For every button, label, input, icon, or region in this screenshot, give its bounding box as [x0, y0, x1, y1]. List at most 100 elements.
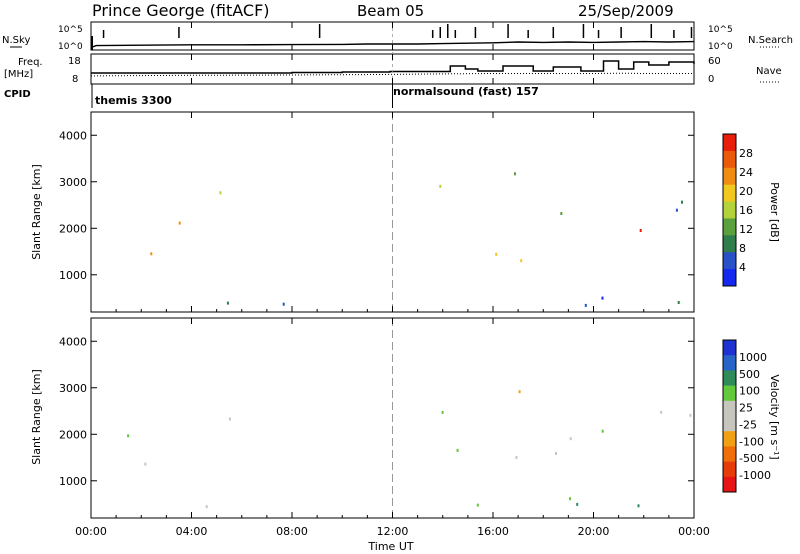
freq-tick-top: 18 [68, 56, 81, 67]
nave-series-line [91, 60, 695, 74]
velocity-colorbar-swatch [723, 355, 736, 371]
nsearch-label: N.Search [748, 35, 793, 46]
nave-tick-bottom: 0 [708, 74, 714, 85]
range-cell [178, 221, 181, 225]
velocity-scatter [127, 390, 692, 509]
velocity-colorbar-swatch [723, 400, 736, 417]
velocity-colorbar-swatch [723, 431, 736, 447]
range-cell [441, 410, 444, 414]
x-axis-label: Time UT [367, 540, 413, 553]
velocity-colorbar-swatch [723, 461, 736, 478]
range-cell [681, 200, 683, 204]
power-colorbar-swatch [723, 150, 736, 169]
y-tick-label: 4000 [59, 335, 87, 348]
power-colorbar-swatch [723, 269, 736, 287]
velocity-colorbar-tick-label: -500 [739, 452, 764, 465]
range-cell [219, 191, 222, 195]
y-tick-label: 3000 [59, 176, 87, 189]
y-tick-label: 2000 [59, 222, 87, 235]
power-colorbar-swatch [723, 167, 736, 186]
range-cell [601, 296, 604, 300]
freq-tick-bottom: 8 [72, 74, 78, 85]
station-title: Prince George (fitACF) [92, 1, 270, 20]
x-tick-label: 04:00 [176, 525, 208, 538]
y-tick-label: 3000 [59, 382, 87, 395]
range-cell [282, 302, 285, 306]
range-cell [439, 184, 442, 188]
nsearch-tick-bottom: 10^0 [708, 42, 733, 52]
range-cell [569, 497, 571, 501]
range-cell [677, 301, 680, 304]
velocity-colorbar-swatch [723, 385, 736, 402]
power-colorbar-frame [722, 133, 737, 287]
range-cell [456, 448, 459, 452]
date-title: 25/Sep/2009 [578, 2, 674, 20]
nave-label: Nave [756, 66, 782, 77]
range-cell [476, 503, 479, 507]
range-cell [660, 410, 663, 414]
freq-unit: [MHz] [4, 69, 33, 80]
power-colorbar-swatch [723, 134, 736, 152]
range-cell [584, 303, 587, 307]
range-cell [495, 252, 498, 256]
beam-title: Beam 05 [357, 2, 424, 20]
range-cell [689, 413, 692, 417]
range-cell [226, 301, 229, 305]
range-cell [514, 172, 516, 176]
velocity-colorbar-swatch [723, 340, 736, 356]
velocity-colorbar-frame [722, 339, 737, 493]
range-cell [576, 502, 579, 506]
y-tick-label: 1000 [59, 269, 87, 282]
cpid-segment-2: normalsound (fast) 157 [393, 85, 539, 98]
range-cell [569, 437, 572, 441]
y-tick-label: 2000 [59, 428, 87, 441]
range-cell [555, 452, 557, 455]
y-tick-label: 1000 [59, 475, 87, 488]
nave-tick-top: 60 [708, 56, 721, 67]
range-cell [127, 434, 130, 438]
power-ylabel: Slant Range [km] [30, 164, 43, 260]
nsky-tick-bottom: 10^0 [58, 42, 83, 52]
power-colorbar-swatch [723, 218, 736, 236]
range-cell [639, 229, 642, 232]
velocity-colorbar-swatch [723, 370, 736, 387]
velocity-colorbar-swatch [723, 416, 736, 432]
velocity-colorbar-tick-label: -100 [739, 435, 764, 448]
range-cell [637, 504, 640, 508]
power-colorbar-tick-label: 24 [739, 166, 753, 179]
velocity-colorbar-tick-label: -1000 [739, 469, 771, 482]
velocity-colorbar-swatch [723, 476, 736, 493]
power-colorbar-swatch [723, 184, 736, 203]
range-cell [518, 390, 521, 394]
power-colorbar-tick-label: 16 [739, 204, 753, 217]
range-cell [144, 462, 147, 466]
freq-label: Freq. [18, 57, 43, 68]
velocity-colorbar-tick-label: -25 [739, 418, 757, 431]
power-colorbar-tick-label: 20 [739, 185, 753, 198]
power-colorbar-swatch [723, 252, 736, 270]
velocity-colorbar-swatch [723, 446, 736, 463]
range-cell [228, 417, 231, 421]
range-cell [675, 208, 678, 212]
velocity-colorbar-tick-label: 1000 [739, 351, 767, 364]
range-cell [601, 429, 604, 433]
x-tick-label: 12:00 [377, 525, 409, 538]
power-colorbar-tick-label: 28 [739, 147, 753, 160]
power-colorbar-tick-label: 8 [739, 242, 746, 255]
x-tick-label: 20:00 [578, 525, 610, 538]
nsky-label: N.Sky [2, 35, 30, 46]
velocity-colorbar-tick-label: 25 [739, 402, 753, 415]
power-colorbar-swatch [723, 201, 736, 219]
nsearch-tick-top: 10^5 [708, 25, 733, 35]
velocity-colorbar-tick-label: 500 [739, 368, 760, 381]
velocity-colorbar-tick-label: 100 [739, 385, 760, 398]
y-tick-label: 4000 [59, 129, 87, 142]
power-colorbar-swatch [723, 235, 736, 253]
velocity-ylabel: Slant Range [km] [30, 369, 43, 465]
x-tick-label: 00:00 [75, 525, 107, 538]
range-cell [150, 252, 153, 256]
nsky-tick-top: 10^5 [58, 25, 83, 35]
